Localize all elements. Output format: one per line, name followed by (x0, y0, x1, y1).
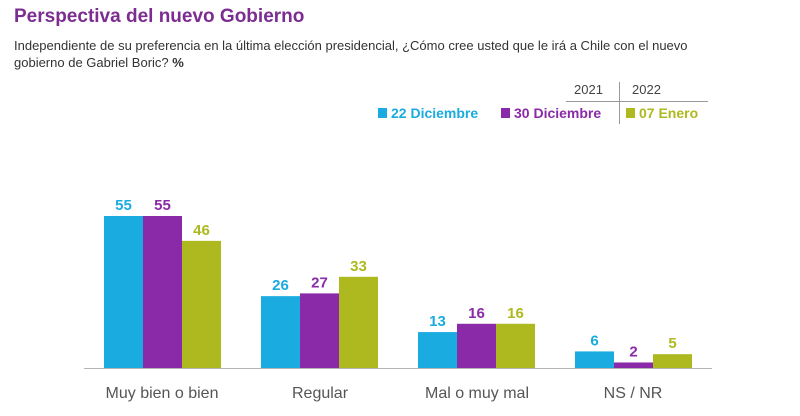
legend-item-2: 30 Diciembre (501, 104, 601, 122)
data-label-4-2: 2 (629, 343, 637, 360)
data-label-3-3: 16 (507, 305, 524, 322)
legend-label-2: 30 Diciembre (514, 105, 602, 121)
data-label-1-1: 55 (115, 197, 132, 214)
category-label-1: Muy bien o bien (106, 385, 219, 402)
legend-label-3: 07 Enero (639, 105, 699, 121)
category-label-4: NS / NR (604, 385, 663, 402)
year-divider-rule (566, 101, 708, 102)
bar-4-3 (653, 354, 692, 368)
bar-4-2 (614, 362, 653, 368)
subtitle-unit: % (172, 55, 184, 70)
data-label-2-2: 27 (311, 274, 328, 291)
year-separator (619, 82, 620, 124)
data-label-2-1: 26 (272, 277, 289, 294)
legend-label-1: 22 Diciembre (391, 105, 479, 121)
data-label-1-3: 46 (193, 222, 210, 239)
data-label-1-2: 55 (154, 197, 171, 214)
chart-subtitle: Independiente de su preferencia en la úl… (14, 37, 714, 71)
bar-2-2 (300, 293, 339, 368)
data-label-3-2: 16 (468, 305, 485, 322)
year-label-2021: 2021 (574, 82, 603, 97)
bar-4-1 (575, 351, 614, 368)
legend-swatch-3 (626, 108, 635, 118)
category-label-3: Mal o muy mal (425, 385, 529, 402)
legend-swatch-2 (501, 108, 510, 118)
bar-2-3 (339, 276, 378, 368)
bar-3-1 (418, 332, 457, 368)
bar-1-3 (182, 240, 221, 368)
legend-item-1: 22 Diciembre (378, 104, 478, 122)
chart-title: Perspectiva del nuevo Gobierno (14, 6, 305, 27)
subtitle-question: Independiente de su preferencia en la úl… (14, 38, 688, 70)
year-label-2022: 2022 (632, 82, 661, 97)
bar-1-1 (104, 216, 143, 368)
bar-1-2 (143, 216, 182, 368)
bar-2-1 (261, 296, 300, 368)
data-label-2-3: 33 (350, 258, 367, 275)
data-label-4-3: 5 (668, 335, 676, 352)
data-label-4-1: 6 (590, 332, 598, 349)
legend-swatch-1 (378, 108, 387, 118)
data-label-3-1: 13 (429, 313, 446, 330)
category-label-2: Regular (292, 385, 349, 402)
bar-3-3 (496, 323, 535, 368)
legend-item-3: 07 Enero (626, 104, 698, 122)
bar-3-2 (457, 323, 496, 368)
